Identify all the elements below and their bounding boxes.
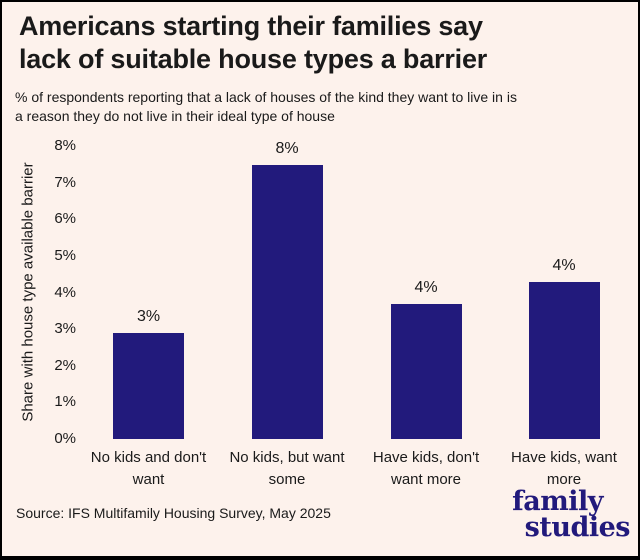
y-tick-label: 2% <box>54 356 76 374</box>
source-note: Source: IFS Multifamily Housing Survey, … <box>16 505 331 521</box>
chart-subtitle-line1: % of respondents reporting that a lack o… <box>15 89 517 105</box>
bar <box>113 332 184 439</box>
family-studies-logo: family studies <box>512 486 631 543</box>
bar-chart-plot-area: Share with house type available barrier … <box>2 134 638 494</box>
chart-subtitle-line2: a reason they do not live in their ideal… <box>15 108 335 125</box>
y-tick-label: 1% <box>54 393 76 411</box>
y-tick-label: 0% <box>54 430 76 447</box>
bar <box>251 164 323 439</box>
bar-value-label: 8% <box>275 139 299 157</box>
bar-value-label: 3% <box>136 307 161 325</box>
bar-value-label: 4% <box>414 278 438 296</box>
chart-title: Americans starting their families say la… <box>19 10 619 76</box>
logo-word-studies: studies <box>524 511 631 543</box>
bar <box>390 303 462 439</box>
x-category-label: No kids, but want some <box>229 449 345 488</box>
x-category-label: No kids and don't want <box>90 449 207 488</box>
y-tick-label: 5% <box>54 247 76 264</box>
bar-value-label: 4% <box>552 256 576 274</box>
y-tick-label: 6% <box>54 210 76 228</box>
x-category-label: Have kids, want more <box>511 449 617 488</box>
y-tick-label: 8% <box>54 137 76 155</box>
x-category-label: Have kids, don't want more <box>372 449 480 488</box>
chart-title-line1: Americans starting their families say <box>19 11 483 41</box>
chart-title-line2: lack of suitable house types a barrier <box>19 43 488 74</box>
logo-word-family: family <box>512 486 603 517</box>
y-tick-label: 4% <box>54 283 76 301</box>
bar <box>528 281 600 439</box>
y-tick-label: 3% <box>54 320 76 338</box>
chart-subtitle: % of respondents reporting that a lack o… <box>15 88 625 126</box>
y-tick-label: 7% <box>54 173 76 191</box>
